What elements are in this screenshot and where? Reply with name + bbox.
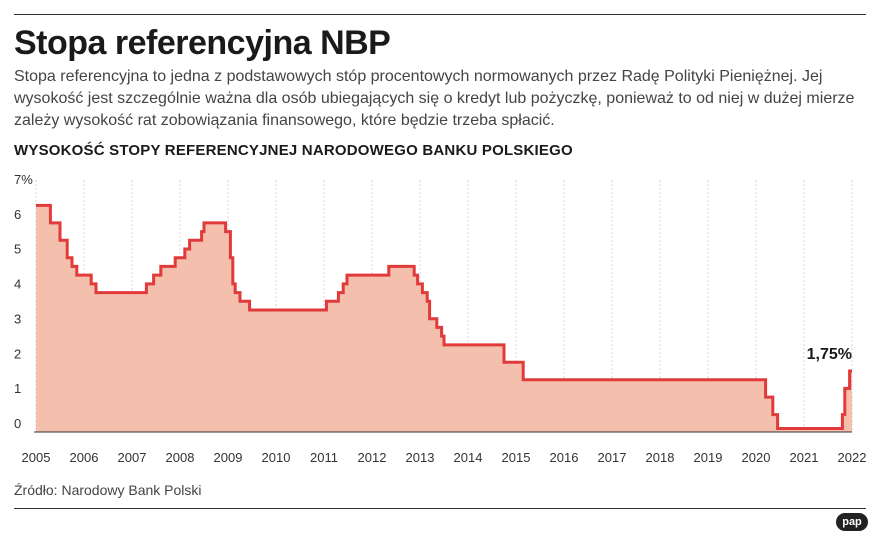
x-tick-label: 2006 [70, 450, 99, 465]
rate-area [36, 205, 852, 432]
y-tick-label: 5 [14, 242, 21, 257]
page-title: Stopa referencyjna NBP [14, 24, 391, 62]
x-tick-label: 2007 [118, 450, 147, 465]
x-tick-label: 2017 [598, 450, 627, 465]
x-tick-label: 2008 [166, 450, 195, 465]
y-tick-label: 1 [14, 381, 21, 396]
y-tick-label: 6 [14, 207, 21, 222]
current-rate-label: 1,75% [807, 346, 852, 363]
x-tick-label: 2010 [262, 450, 291, 465]
source-note: Źródło: Narodowy Bank Polski [14, 482, 202, 498]
x-tick-label: 2015 [502, 450, 531, 465]
x-tick-label: 2016 [550, 450, 579, 465]
x-tick-label: 2021 [790, 450, 819, 465]
bottom-rule [14, 508, 866, 509]
y-tick-label: 0 [14, 416, 21, 431]
chart-subtitle: WYSOKOŚĆ STOPY REFERENCYJNEJ NARODOWEGO … [14, 142, 573, 159]
x-tick-label: 2019 [694, 450, 723, 465]
x-tick-label: 2022 [838, 450, 867, 465]
rate-chart: 2005 2006 2007 2008 2009 2010 2011 2012 2013 2014… [14, 172, 867, 465]
pap-logo: pap [836, 513, 868, 531]
rate-line [36, 203, 852, 430]
y-tick-label: 3 [14, 311, 21, 326]
x-tick-label: 2013 [406, 450, 435, 465]
x-tick-label: 2005 [22, 450, 51, 465]
x-tick-label: 2012 [358, 450, 387, 465]
x-tick-label: 2020 [742, 450, 771, 465]
top-rule [14, 14, 866, 15]
y-tick-label: 4 [14, 277, 21, 292]
y-tick-label: 2 [14, 346, 21, 361]
x-tick-label: 2009 [214, 450, 243, 465]
x-tick-label: 2018 [646, 450, 675, 465]
y-tick-label: 7% [14, 172, 33, 187]
description-text: Stopa referencyjna to jedna z podstawowy… [14, 68, 855, 129]
x-tick-label: 2014 [454, 450, 483, 465]
x-tick-label: 2011 [310, 450, 338, 465]
